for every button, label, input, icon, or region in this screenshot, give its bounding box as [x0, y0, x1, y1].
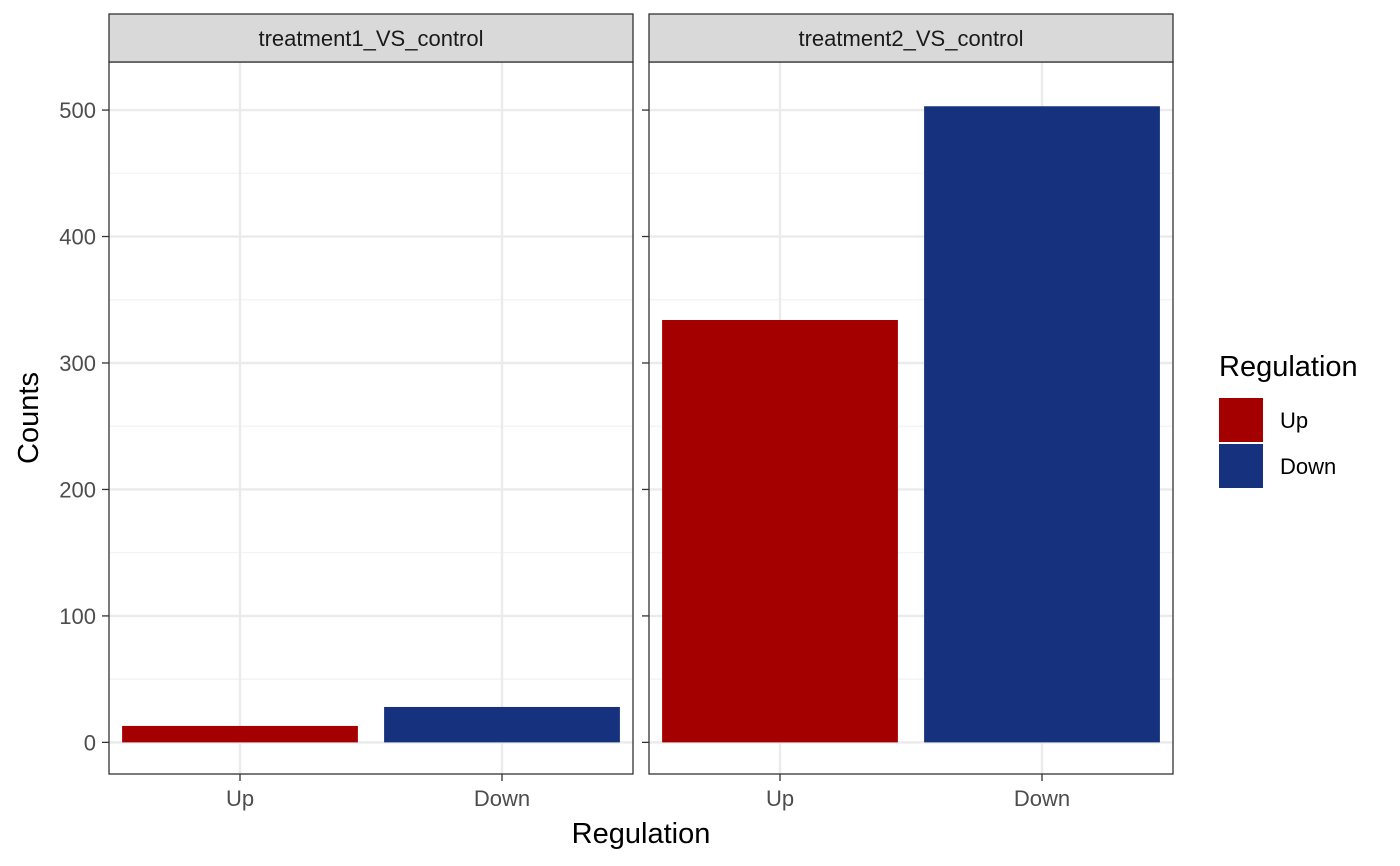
- y-tick-label: 200: [59, 477, 96, 502]
- x-tick-label: Down: [1014, 786, 1070, 811]
- x-tick-label: Up: [226, 786, 254, 811]
- bar-up: [122, 725, 358, 743]
- y-tick-label: 100: [59, 604, 96, 629]
- bar-up: [662, 319, 898, 743]
- x-tick-label: Down: [474, 786, 530, 811]
- legend-title: Regulation: [1219, 351, 1358, 383]
- facet-strip-label: treatment2_VS_control: [798, 26, 1023, 51]
- y-axis-title: Counts: [13, 372, 45, 464]
- bar-down: [384, 706, 620, 743]
- y-tick-label: 500: [59, 98, 96, 123]
- legend-label: Down: [1280, 454, 1336, 479]
- x-tick-label: Up: [766, 786, 794, 811]
- y-tick-label: 400: [59, 225, 96, 250]
- y-tick-label: 0: [84, 730, 96, 755]
- y-axis: 0 100 200 300 400 500: [59, 98, 96, 755]
- panel-background: [109, 62, 633, 774]
- legend-key-up: [1219, 398, 1263, 442]
- y-tick-label: 300: [59, 351, 96, 376]
- facet-panel: treatment1_VS_control Up Down: [102, 13, 634, 811]
- facet-strip-label: treatment1_VS_control: [258, 26, 483, 51]
- legend-label: Up: [1280, 408, 1308, 433]
- bar-down: [924, 106, 1160, 743]
- facet-strip: [108, 13, 634, 63]
- facet-strip: [648, 13, 1174, 63]
- legend: Regulation Up Down: [1219, 351, 1358, 488]
- x-axis-title: Regulation: [572, 818, 711, 850]
- legend-key-down: [1219, 444, 1263, 488]
- facet-panel: treatment2_VS_control Up Down: [642, 13, 1174, 811]
